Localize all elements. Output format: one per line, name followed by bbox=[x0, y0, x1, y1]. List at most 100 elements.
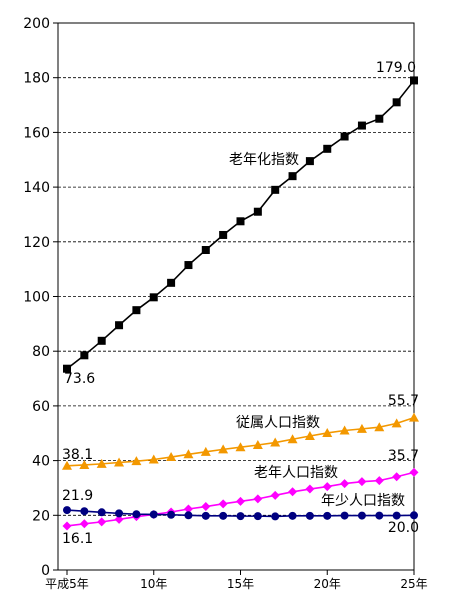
youth-index-point bbox=[115, 509, 124, 518]
aging-index-point bbox=[410, 76, 418, 85]
aging-index-point bbox=[392, 98, 401, 107]
elderly-index-point bbox=[357, 477, 367, 487]
y-tick-label: 100 bbox=[23, 290, 50, 306]
x-tick-label: 20年 bbox=[314, 577, 341, 591]
elderly-index-point bbox=[97, 517, 107, 527]
youth-index-point bbox=[288, 511, 297, 520]
data-label: 73.6 bbox=[64, 371, 95, 387]
dependency-index-point bbox=[270, 437, 281, 447]
youth-index-point bbox=[253, 512, 262, 521]
elderly-index-point bbox=[114, 514, 124, 524]
aging-index-point bbox=[167, 278, 176, 287]
youth-index-point bbox=[271, 512, 280, 521]
dependency-index-point bbox=[304, 430, 315, 440]
x-tick-label: 10年 bbox=[140, 577, 167, 591]
dependency-index-point bbox=[79, 459, 90, 469]
aging-index-point bbox=[305, 157, 314, 166]
aging-index-point bbox=[115, 321, 124, 330]
x-tick-label: 平成5年 bbox=[45, 577, 89, 591]
aging-index-point bbox=[97, 336, 106, 345]
aging-index-point bbox=[132, 306, 141, 315]
dependency-index-point bbox=[183, 449, 194, 459]
y-tick-label: 140 bbox=[23, 180, 50, 196]
elderly-index-point bbox=[62, 521, 72, 531]
youth-index-point bbox=[219, 511, 228, 520]
youth-index-point bbox=[410, 511, 418, 520]
elderly-index-point bbox=[340, 479, 350, 489]
y-tick-label: 200 bbox=[23, 16, 50, 32]
dependency-index-point bbox=[409, 412, 419, 422]
dependency-index-point bbox=[322, 427, 333, 437]
dependency-index-point bbox=[218, 444, 229, 454]
aging-index-point bbox=[219, 230, 228, 239]
y-tick-label: 180 bbox=[23, 71, 50, 87]
aging-index-point bbox=[63, 364, 71, 373]
aging-index-point bbox=[357, 121, 366, 130]
data-label: 55.7 bbox=[388, 393, 419, 409]
youth-index-point bbox=[80, 507, 89, 516]
y-tick-label: 0 bbox=[41, 563, 50, 579]
dependency-index-point bbox=[148, 454, 159, 464]
youth-index-point bbox=[97, 508, 106, 517]
aging-index-point bbox=[236, 217, 245, 226]
elderly-index-label: 老年人口指数 bbox=[254, 465, 338, 481]
youth-index-point bbox=[167, 510, 176, 519]
dependency-index-point bbox=[374, 422, 385, 432]
dependency-index-point bbox=[391, 418, 402, 428]
aging-index-point bbox=[201, 246, 210, 255]
elderly-index-point bbox=[253, 494, 263, 504]
y-tick-label: 120 bbox=[23, 235, 50, 251]
dependency-index-point bbox=[252, 440, 263, 450]
aging-index-point bbox=[149, 293, 158, 302]
aging-index-point bbox=[253, 207, 262, 216]
youth-index-point bbox=[392, 511, 401, 520]
elderly-index-point bbox=[305, 484, 315, 494]
x-tick-label: 25年 bbox=[400, 577, 427, 591]
elderly-index-point bbox=[236, 496, 245, 506]
elderly-index-point bbox=[270, 490, 280, 500]
aging-index-point bbox=[271, 185, 280, 194]
youth-index-point bbox=[375, 511, 384, 520]
aging-index-point bbox=[288, 172, 297, 181]
data-label: 35.7 bbox=[388, 448, 419, 464]
dependency-index-point bbox=[96, 458, 107, 468]
x-tick-label: 15年 bbox=[227, 577, 254, 591]
elderly-index-point bbox=[79, 519, 89, 529]
elderly-index-point bbox=[374, 476, 384, 486]
aging-index-point bbox=[80, 351, 89, 360]
dependency-index-point bbox=[114, 457, 125, 467]
elderly-index-point bbox=[218, 499, 228, 509]
dependency-index-label: 従属人口指数 bbox=[236, 415, 320, 431]
elderly-index-point bbox=[409, 467, 419, 477]
dependency-index-point bbox=[62, 460, 72, 470]
dependency-index-point bbox=[356, 423, 367, 433]
elderly-index-point bbox=[183, 504, 193, 514]
elderly-index-point bbox=[322, 482, 332, 492]
elderly-index-point bbox=[392, 472, 402, 482]
elderly-index-point bbox=[201, 502, 211, 512]
y-tick-label: 80 bbox=[32, 344, 50, 360]
youth-index-point bbox=[340, 511, 349, 520]
aging-index-point bbox=[375, 114, 384, 123]
data-label: 21.9 bbox=[62, 488, 93, 504]
elderly-index-point bbox=[288, 487, 298, 497]
youth-index-point bbox=[357, 511, 366, 520]
youth-index-point bbox=[149, 510, 158, 519]
data-label: 38.1 bbox=[62, 447, 93, 463]
aging-index-point bbox=[184, 261, 193, 270]
youth-index-label: 年少人口指数 bbox=[321, 493, 405, 509]
aging-index-point bbox=[340, 132, 349, 141]
plot-frame bbox=[57, 22, 415, 571]
dependency-index-point bbox=[131, 456, 142, 466]
youth-index-point bbox=[184, 511, 193, 520]
youth-index-point bbox=[236, 512, 245, 521]
dependency-index-point bbox=[235, 442, 246, 452]
youth-index-point bbox=[63, 506, 71, 515]
youth-index-point bbox=[201, 511, 210, 520]
dependency-index-point bbox=[200, 446, 211, 456]
data-label: 179.0 bbox=[376, 60, 416, 76]
y-tick-label: 160 bbox=[23, 125, 50, 141]
youth-index-point bbox=[305, 511, 314, 520]
